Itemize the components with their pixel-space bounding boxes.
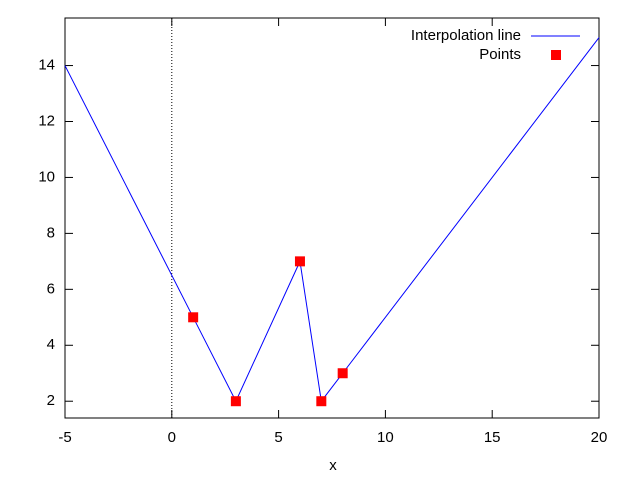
point xyxy=(188,312,199,323)
line xyxy=(64,37,600,403)
x-tick-label: 20 xyxy=(591,429,608,446)
point xyxy=(316,396,327,407)
x-tick-label: 5 xyxy=(274,429,282,446)
y-tick-label: 10 xyxy=(38,168,55,185)
x-tick-label: -5 xyxy=(58,429,71,446)
y-tick-label: 4 xyxy=(47,336,55,353)
legend-marker xyxy=(551,50,561,60)
x-axis-label: x xyxy=(329,457,337,474)
x-tick-label: 15 xyxy=(484,429,501,446)
plot-border xyxy=(64,17,600,419)
y-tick-label: 12 xyxy=(38,112,55,129)
x-tick-label: 0 xyxy=(168,429,176,446)
point xyxy=(294,256,305,267)
legend-label: Interpolation line xyxy=(411,27,521,44)
point xyxy=(230,396,241,407)
y-tick-label: 14 xyxy=(38,57,55,74)
y-tick-label: 6 xyxy=(47,280,55,297)
x-tick-label: 10 xyxy=(377,429,394,446)
y-tick-label: 8 xyxy=(47,224,55,241)
point xyxy=(337,368,348,379)
legend-label: Points xyxy=(479,46,521,63)
y-tick-label: 2 xyxy=(47,392,55,409)
